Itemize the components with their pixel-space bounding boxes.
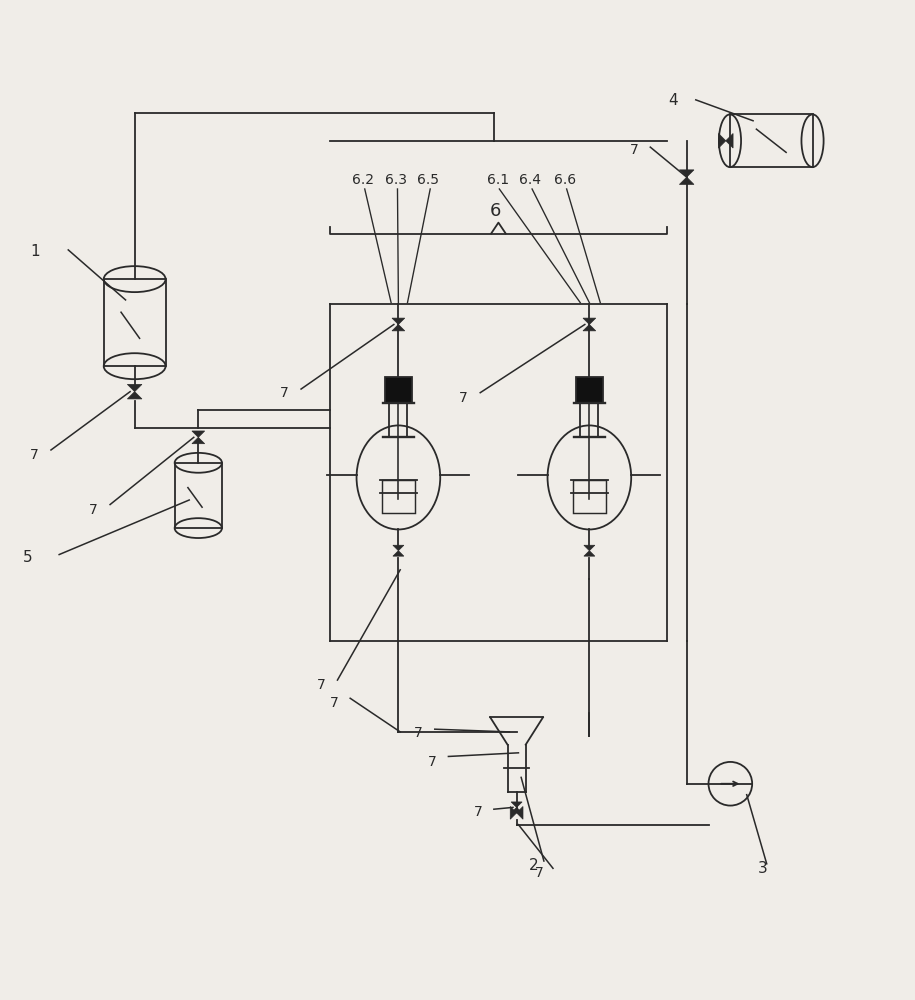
Polygon shape <box>584 545 595 551</box>
Text: 6.4: 6.4 <box>520 173 542 187</box>
Text: 7: 7 <box>427 755 436 769</box>
Polygon shape <box>680 170 694 177</box>
Text: 7: 7 <box>330 696 339 710</box>
Text: 7: 7 <box>474 805 482 819</box>
Text: 6: 6 <box>490 202 501 220</box>
Text: 7: 7 <box>414 726 423 740</box>
Bar <box>384 377 412 403</box>
Text: 7: 7 <box>630 143 639 157</box>
Bar <box>175 463 222 528</box>
Polygon shape <box>584 551 595 556</box>
Text: 7: 7 <box>317 678 326 692</box>
Text: 6.1: 6.1 <box>487 173 509 187</box>
Polygon shape <box>392 324 404 331</box>
Polygon shape <box>127 384 142 392</box>
Bar <box>103 279 166 366</box>
Polygon shape <box>726 133 733 148</box>
Text: 3: 3 <box>758 861 768 876</box>
Polygon shape <box>718 133 726 148</box>
Text: 2: 2 <box>529 858 538 873</box>
Polygon shape <box>192 437 205 444</box>
Text: 7: 7 <box>280 386 289 400</box>
Bar <box>382 480 414 513</box>
Polygon shape <box>392 318 404 324</box>
Polygon shape <box>393 545 404 551</box>
Text: 7: 7 <box>534 866 544 880</box>
Text: 7: 7 <box>89 503 98 517</box>
Text: 5: 5 <box>23 550 32 565</box>
Polygon shape <box>583 318 596 324</box>
Polygon shape <box>511 806 517 819</box>
Polygon shape <box>680 177 694 184</box>
Polygon shape <box>192 431 205 437</box>
Polygon shape <box>511 802 522 807</box>
Polygon shape <box>127 392 142 399</box>
Text: 6.3: 6.3 <box>384 173 407 187</box>
Text: 7: 7 <box>30 448 38 462</box>
Bar <box>576 377 603 403</box>
Text: 1: 1 <box>30 244 39 259</box>
Text: 6.2: 6.2 <box>352 173 374 187</box>
Text: 6.6: 6.6 <box>554 173 576 187</box>
Text: 7: 7 <box>459 391 468 405</box>
Polygon shape <box>517 806 523 819</box>
Polygon shape <box>393 551 404 556</box>
Bar <box>730 114 813 167</box>
Text: 4: 4 <box>669 93 678 108</box>
Polygon shape <box>583 324 596 331</box>
Bar <box>573 480 606 513</box>
Text: 6.5: 6.5 <box>417 173 439 187</box>
Polygon shape <box>511 807 522 813</box>
